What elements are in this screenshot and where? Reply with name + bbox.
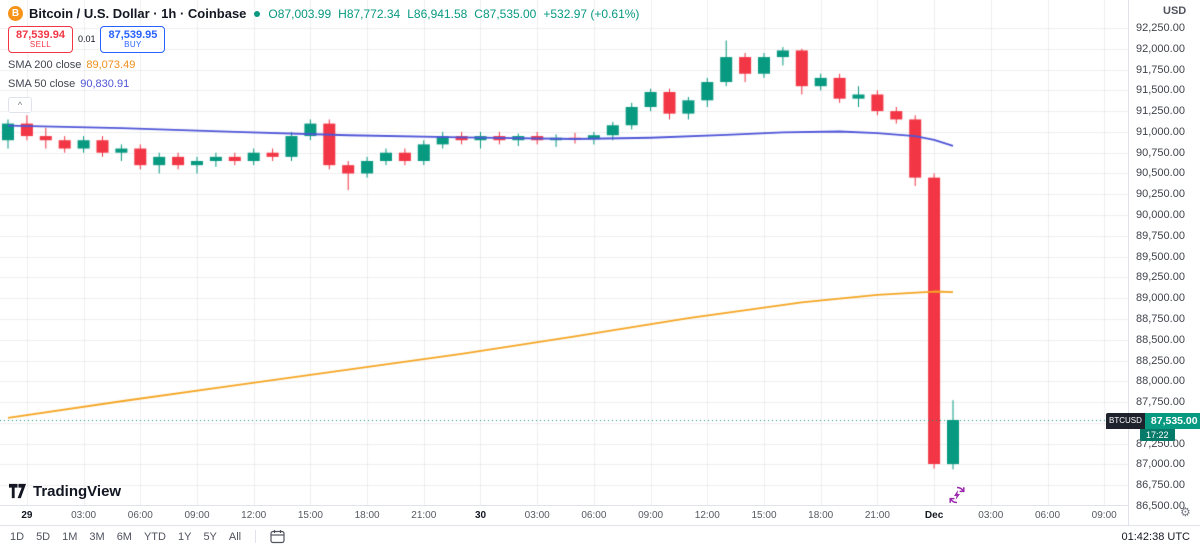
time-axis-label: 12:00 xyxy=(694,510,720,521)
toolbar-divider xyxy=(255,530,257,543)
tradingview-logo[interactable]: TradingView xyxy=(8,482,121,500)
price-axis-label: 91,750.00 xyxy=(1136,63,1185,76)
buy-label: BUY xyxy=(124,40,142,50)
price-axis-label: 88,750.00 xyxy=(1136,312,1185,325)
range-button-3m[interactable]: 3M xyxy=(89,530,105,543)
candlestick-chart-pane[interactable] xyxy=(0,0,1128,505)
ohlc-change: +532.97 (+0.61%) xyxy=(543,6,640,21)
last-price-label: 87,535.00 xyxy=(1144,412,1200,429)
price-axis-label: 90,750.00 xyxy=(1136,146,1185,159)
price-axis-label: 92,250.00 xyxy=(1136,22,1185,34)
time-axis-label: Dec xyxy=(924,510,944,521)
price-axis-label: 89,750.00 xyxy=(1136,229,1185,242)
bar-countdown: 17:22 xyxy=(1140,428,1175,441)
time-axis-label: 18:00 xyxy=(808,510,834,521)
price-axis-label: 87,750.00 xyxy=(1136,396,1185,409)
go-to-date-icon[interactable] xyxy=(270,529,285,544)
chart-legend: B Bitcoin / U.S. Dollar · 1h · Coinbase … xyxy=(8,5,639,113)
last-price-badge: BTCUSD 87,535.00 17:22 xyxy=(1106,412,1200,441)
indicator-value: 89,073.49 xyxy=(86,58,136,71)
price-axis-label: 91,500.00 xyxy=(1136,84,1185,97)
range-buttons: 1D 5D 1M 3M 6M YTD 1Y 5Y All xyxy=(10,529,285,544)
time-axis-label: 09:00 xyxy=(184,510,210,521)
price-axis-label: 90,250.00 xyxy=(1136,188,1185,201)
bottom-toolbar: 1D 5D 1M 3M 6M YTD 1Y 5Y All 01:42:38 UTC xyxy=(0,525,1200,547)
refresh-lightning-icon[interactable] xyxy=(948,486,966,509)
price-axis-label: 89,000.00 xyxy=(1136,292,1185,305)
sell-price: 87,539.94 xyxy=(16,29,65,41)
buy-price: 87,539.95 xyxy=(108,29,158,41)
price-axis[interactable]: USD 92,250.00 92,000.00 91,750.00 91,500.00… xyxy=(1128,0,1200,525)
symbol-title[interactable]: Bitcoin / U.S. Dollar · 1h · Coinbase xyxy=(29,6,247,21)
tradingview-logo-icon xyxy=(8,483,27,499)
range-button-all[interactable]: All xyxy=(228,530,242,543)
symbol-row: B Bitcoin / U.S. Dollar · 1h · Coinbase … xyxy=(8,5,639,22)
sell-label: SELL xyxy=(29,40,52,50)
ohlc-open: O87,003.99 xyxy=(268,6,332,21)
ohlc-close: C87,535.00 xyxy=(474,6,537,21)
time-axis-label: 12:00 xyxy=(241,510,267,521)
range-button-5y[interactable]: 5Y xyxy=(203,530,217,543)
bitcoin-icon: B xyxy=(8,6,23,21)
symbol-tag: BTCUSD xyxy=(1106,412,1145,429)
price-axis-label: 87,000.00 xyxy=(1136,458,1185,471)
range-button-1m[interactable]: 1M xyxy=(62,530,78,543)
range-button-6m[interactable]: 6M xyxy=(116,530,132,543)
price-axis-label: 92,000.00 xyxy=(1136,42,1185,55)
ohlc-low: L86,941.58 xyxy=(407,6,468,21)
price-axis-label: 89,500.00 xyxy=(1136,250,1185,263)
time-axis-label: 03:00 xyxy=(978,510,1004,521)
tradingview-logo-text: TradingView xyxy=(33,482,122,500)
trade-buttons-row: 87,539.94 SELL 0.01 87,539.95 BUY xyxy=(8,26,639,53)
price-axis-label: 91,000.00 xyxy=(1136,125,1185,138)
indicator-value: 90,830.91 xyxy=(80,77,130,90)
sell-button[interactable]: 87,539.94 SELL xyxy=(8,26,73,53)
price-axis-label: 91,250.00 xyxy=(1136,105,1185,118)
time-axis-label: 03:00 xyxy=(71,510,97,521)
time-axis[interactable]: 29 03:00 06:00 09:00 12:00 15:00 18:00 21:00 30 0… xyxy=(0,505,1128,526)
indicator-sma50[interactable]: SMA 50 close 90,830.91 xyxy=(8,77,639,91)
price-axis-label: 90,500.00 xyxy=(1136,167,1185,180)
clock-utc[interactable]: 01:42:38 UTC xyxy=(1121,530,1190,543)
time-axis-label: 06:00 xyxy=(127,510,153,521)
time-axis-label: 21:00 xyxy=(864,510,890,521)
time-axis-label: 30 xyxy=(474,510,487,521)
market-status-dot xyxy=(254,10,261,17)
price-axis-label: 89,250.00 xyxy=(1136,271,1185,284)
time-axis-label: 03:00 xyxy=(524,510,550,521)
spread-value: 0.01 xyxy=(77,34,96,45)
price-axis-label: 86,750.00 xyxy=(1136,479,1185,492)
time-axis-label: 06:00 xyxy=(581,510,607,521)
buy-button[interactable]: 87,539.95 BUY xyxy=(100,26,166,53)
time-axis-label: 21:00 xyxy=(411,510,437,521)
range-button-1y[interactable]: 1Y xyxy=(177,530,192,543)
price-axis-label: 88,500.00 xyxy=(1136,333,1185,346)
ohlc-high: H87,772.34 xyxy=(338,6,401,21)
time-axis-label: 18:00 xyxy=(354,510,380,521)
time-axis-label: 09:00 xyxy=(1091,510,1117,521)
indicator-name: SMA 50 close xyxy=(8,77,76,90)
collapse-indicators-button[interactable]: ^ xyxy=(8,96,32,113)
price-axis-label: 88,000.00 xyxy=(1136,375,1185,388)
time-axis-label: 09:00 xyxy=(638,510,664,521)
indicator-name: SMA 200 close xyxy=(8,58,82,71)
range-button-1d[interactable]: 1D xyxy=(10,530,25,543)
time-axis-label: 15:00 xyxy=(297,510,323,521)
indicator-sma200[interactable]: SMA 200 close 89,073.49 xyxy=(8,58,639,72)
time-axis-label: 15:00 xyxy=(751,510,777,521)
price-axis-label: 90,000.00 xyxy=(1136,209,1185,222)
ohlc-values: O87,003.99 H87,772.34 L86,941.58 C87,535… xyxy=(268,7,639,21)
range-button-ytd[interactable]: YTD xyxy=(143,530,166,543)
settings-gear-icon[interactable]: ⚙ xyxy=(1180,505,1191,519)
time-axis-label: 06:00 xyxy=(1034,510,1061,521)
time-axis-label: 29 xyxy=(21,510,33,521)
range-button-5d[interactable]: 5D xyxy=(36,530,51,543)
price-axis-label: 88,250.00 xyxy=(1136,354,1185,367)
price-axis-label: 86,500.00 xyxy=(1136,500,1185,512)
currency-selector[interactable]: USD xyxy=(1163,5,1187,17)
